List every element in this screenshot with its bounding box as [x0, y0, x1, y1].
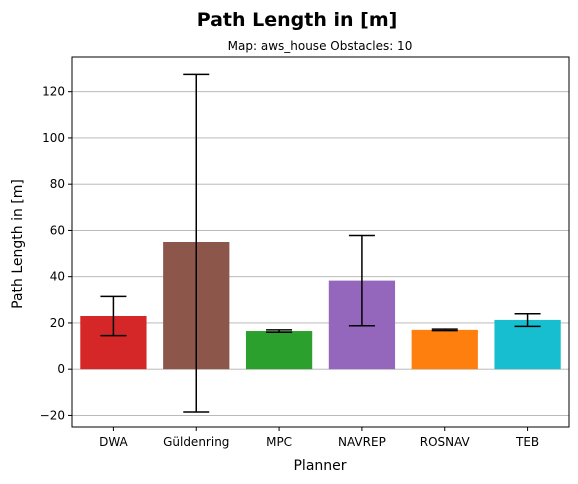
x-tick-label: MPC — [266, 435, 292, 449]
bars — [80, 242, 561, 370]
x-tick-label: TEB — [515, 435, 539, 449]
y-tick-label: 100 — [42, 131, 65, 145]
y-tick-label: 20 — [50, 316, 65, 330]
y-tick-label: 60 — [50, 223, 65, 237]
y-axis-label: Path Length in [m] — [10, 179, 26, 309]
y-tick-label: 40 — [50, 270, 65, 284]
x-axis-ticks: DWA Güldenring MPC NAVREP ROSNAV TEB — [99, 427, 539, 449]
y-tick-label: −20 — [40, 408, 65, 422]
bar-5 — [411, 329, 478, 370]
x-tick-label: ROSNAV — [420, 435, 471, 449]
y-tick-label: 0 — [57, 362, 65, 376]
y-axis-ticks: −20 0 20 40 60 80 100 120 — [40, 85, 72, 422]
bar-6 — [494, 319, 561, 370]
bar-3 — [245, 331, 313, 370]
chart-subtitle: Map: aws_house Obstacles: 10 — [228, 39, 413, 53]
y-tick-label: 80 — [50, 177, 65, 191]
x-tick-label: NAVREP — [338, 435, 386, 449]
plot-area-frame — [71, 56, 570, 428]
x-tick-label: DWA — [99, 435, 128, 449]
error-bars — [100, 73, 541, 413]
gridlines — [72, 91, 569, 416]
x-axis-label: Planner — [293, 458, 346, 474]
chart-title: Path Length in [m] — [197, 9, 398, 31]
y-tick-label: 120 — [42, 85, 65, 99]
x-tick-label: Güldenring — [163, 435, 229, 449]
